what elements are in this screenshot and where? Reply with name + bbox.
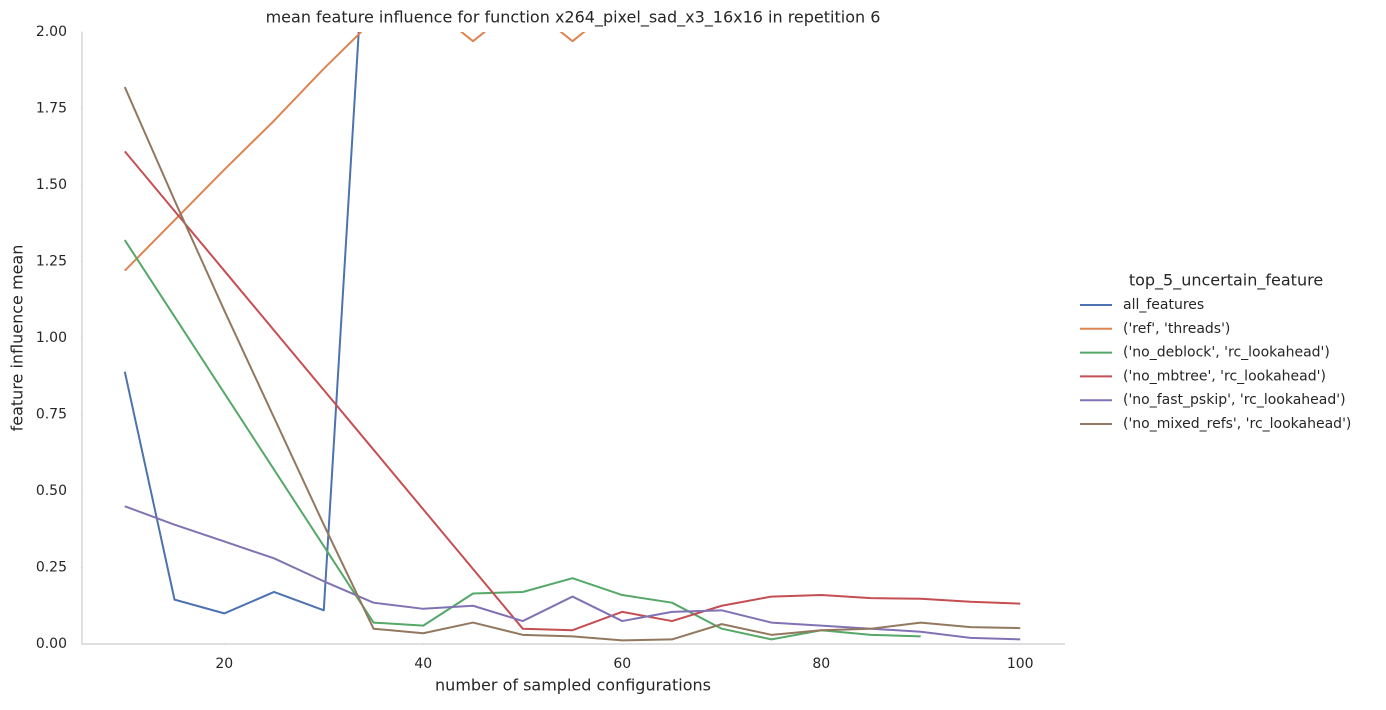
y-tick-label: 1.25	[36, 254, 67, 270]
y-tick-label: 0.50	[36, 483, 67, 499]
legend-label: ('ref', 'threads')	[1123, 321, 1230, 337]
legend-title: top_5_uncertain_feature	[1129, 271, 1323, 291]
chart-title: mean feature influence for function x264…	[266, 8, 881, 28]
y-tick-label: 1.50	[36, 177, 67, 193]
x-tick-label: 100	[1007, 656, 1034, 672]
y-tick-label: 1.00	[36, 330, 67, 346]
legend-label: ('no_deblock', 'rc_lookahead')	[1123, 345, 1330, 361]
plot-area	[123, 32, 1021, 642]
series-line	[123, 86, 1021, 642]
y-tick-label: 2.00	[36, 24, 67, 40]
y-tick-label: 0.75	[36, 407, 67, 423]
x-tick-label: 60	[613, 656, 631, 672]
series-line	[124, 32, 586, 272]
y-tick-label: 0.00	[36, 636, 67, 652]
series-line	[123, 32, 360, 615]
series-line	[124, 505, 1021, 641]
legend-label: ('no_fast_pskip', 'rc_lookahead')	[1123, 392, 1346, 408]
series-line	[124, 150, 1021, 632]
y-tick-label: 0.25	[36, 560, 67, 576]
series-line	[123, 239, 921, 641]
x-tick-label: 80	[812, 656, 830, 672]
legend-label: all_features	[1123, 297, 1204, 313]
legend-label: ('no_mixed_refs', 'rc_lookahead')	[1123, 416, 1351, 432]
y-tick-label: 1.75	[36, 101, 67, 117]
x-tick-label: 40	[414, 656, 432, 672]
legend-label: ('no_mbtree', 'rc_lookahead')	[1123, 368, 1326, 384]
y-axis-label: feature influence mean	[8, 245, 27, 432]
x-axis-label: number of sampled configurations	[435, 676, 711, 695]
x-tick-label: 20	[215, 656, 233, 672]
